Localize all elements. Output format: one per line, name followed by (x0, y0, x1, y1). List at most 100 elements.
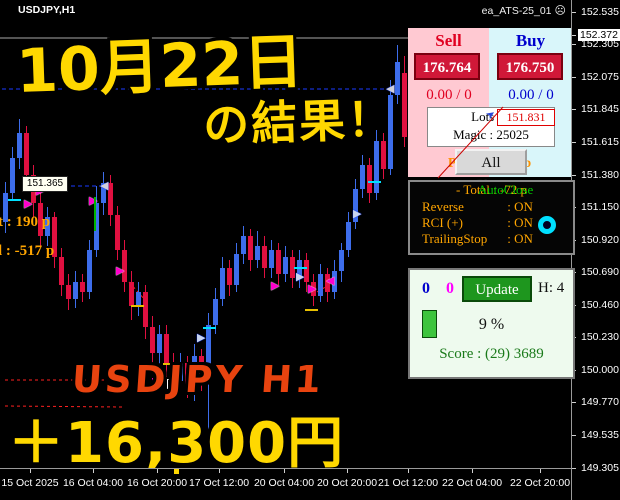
candle-body (311, 282, 316, 296)
candle-wick (208, 313, 209, 452)
rci-value: : ON (507, 215, 533, 230)
rci-label: RCI (+) (422, 215, 463, 230)
dash-cyan-marker (8, 199, 21, 201)
price-axis-label: 152.075 (581, 71, 619, 83)
price-axis[interactable]: 152.535 152.372 152.305 152.075 151.845 151.6… (571, 0, 620, 500)
rci-row: RCI (+) : ON (410, 215, 573, 234)
dash-yellow-marker (131, 305, 144, 307)
sell-price-button[interactable]: 176.764 (414, 53, 480, 80)
price-axis-label: 150.920 (581, 234, 619, 246)
progress-bar (422, 310, 437, 338)
candle-body (269, 250, 274, 268)
time-axis-label: 16 Oct 04:00 (62, 477, 124, 489)
trade-panel: Sell Buy 176.764 176.750 0.00 / 0 0.00 /… (408, 28, 571, 193)
candles-layer (3, 45, 414, 452)
trailingstop-value: : ON (507, 231, 533, 246)
arrow-r-blue-marker: ▶ (353, 208, 362, 220)
time-tick (408, 469, 409, 473)
ea-name-label: ea_ATS-25_01 ☹ (482, 4, 566, 17)
sell-stats: 0.00 / 0 (426, 87, 472, 103)
candle-body (24, 133, 29, 175)
candle-body (248, 236, 253, 260)
count-magenta: 0 (446, 280, 454, 297)
yellow-axis-marker (174, 469, 179, 474)
candle-body (52, 217, 57, 257)
price-tick (572, 435, 576, 436)
candle-body (10, 158, 15, 193)
time-axis-label: 22 Oct 04:00 (441, 477, 503, 489)
caption-result: の結果！ (202, 91, 396, 153)
total-row: - Total : -72 p AutoClose (410, 182, 573, 199)
candle-body (402, 73, 407, 137)
candle-body (388, 95, 393, 169)
autoclose-text: AutoClose (477, 182, 534, 197)
time-tick (93, 469, 94, 473)
reverse-row: Reverse : ON (410, 199, 573, 215)
time-axis-label: 17 Oct 12:00 (188, 477, 250, 489)
price-tick (572, 402, 576, 403)
score-label: Score : (29) 3689 (439, 346, 544, 362)
time-tick (540, 469, 541, 473)
update-button[interactable]: Update (462, 276, 532, 302)
price-axis-label: 150.690 (581, 266, 619, 278)
all-close-button[interactable]: All Close (455, 149, 527, 193)
candle-body (122, 250, 127, 282)
buy-stats: 0.00 / 0 (508, 87, 554, 103)
arrow-l-silver-marker: ◀ (386, 83, 395, 95)
candle-body (353, 189, 358, 222)
update-panel: 0 0 Update H: 4 9 % Score : (29) 3689 (408, 268, 575, 379)
candle-body (150, 327, 155, 353)
count-blue: 0 (422, 280, 430, 297)
candle-body (346, 222, 351, 250)
vline-green-marker (94, 197, 96, 231)
candle-body (360, 165, 365, 189)
candle-body (304, 260, 309, 282)
dash-cyan-marker (294, 267, 307, 269)
candle-body (66, 285, 71, 299)
time-tick (472, 469, 473, 473)
candle-body (87, 250, 92, 292)
dash-cyan-marker (368, 181, 381, 183)
time-axis-label: 15 Oct 2025 (1, 477, 59, 489)
candle-body (262, 246, 267, 268)
candle-body (374, 141, 379, 193)
candle-body (17, 133, 22, 158)
time-axis-label: 20 Oct 20:00 (316, 477, 378, 489)
pip-result-label-1: t : 190 p (0, 214, 51, 230)
candle-body (59, 257, 64, 285)
candle-body (283, 257, 288, 274)
candle-body (164, 334, 169, 363)
buy-price-button[interactable]: 176.750 (497, 53, 563, 80)
candle-body (255, 246, 260, 260)
candle-body (381, 141, 386, 169)
rci-indicator-icon[interactable] (538, 216, 556, 234)
price-axis-label: 151.845 (581, 103, 619, 115)
candle-body (206, 325, 211, 377)
time-axis-label: 21 Oct 12:00 (377, 477, 439, 489)
time-tick (219, 469, 220, 473)
candle-body (367, 165, 372, 193)
box-white-marker (167, 379, 177, 389)
price-tick (572, 142, 576, 143)
arrow-l-magenta-marker: ◀ (326, 275, 335, 287)
dash-cyan-marker (203, 327, 216, 329)
time-axis[interactable]: 15 Oct 2025 16 Oct 04:00 16 Oct 20:00 17 Oc… (0, 468, 571, 500)
arrow-r-blue-marker: ▶ (197, 332, 206, 344)
candle-body (185, 363, 190, 384)
arrow-r-magenta-marker: ▶ (308, 283, 317, 295)
price-axis-label: 150.230 (581, 331, 619, 343)
trailingstop-label: TrailingStop (422, 231, 488, 246)
time-axis-label: 16 Oct 20:00 (126, 477, 188, 489)
buy-label: Buy (515, 31, 546, 50)
caption-symbol: USDJPY H1 (70, 358, 326, 401)
candle-body (199, 356, 204, 377)
ea-status-icon[interactable]: ☹ (554, 5, 566, 17)
candle-body (45, 217, 50, 236)
candle-body (94, 203, 99, 250)
arrow-r-blue-marker: ▶ (296, 271, 305, 283)
price-axis-label: 149.305 (581, 462, 619, 474)
candle-body (339, 250, 344, 271)
current-price-label: 152.372 (578, 29, 620, 41)
arrow-r-magenta-marker: ▶ (116, 265, 125, 277)
